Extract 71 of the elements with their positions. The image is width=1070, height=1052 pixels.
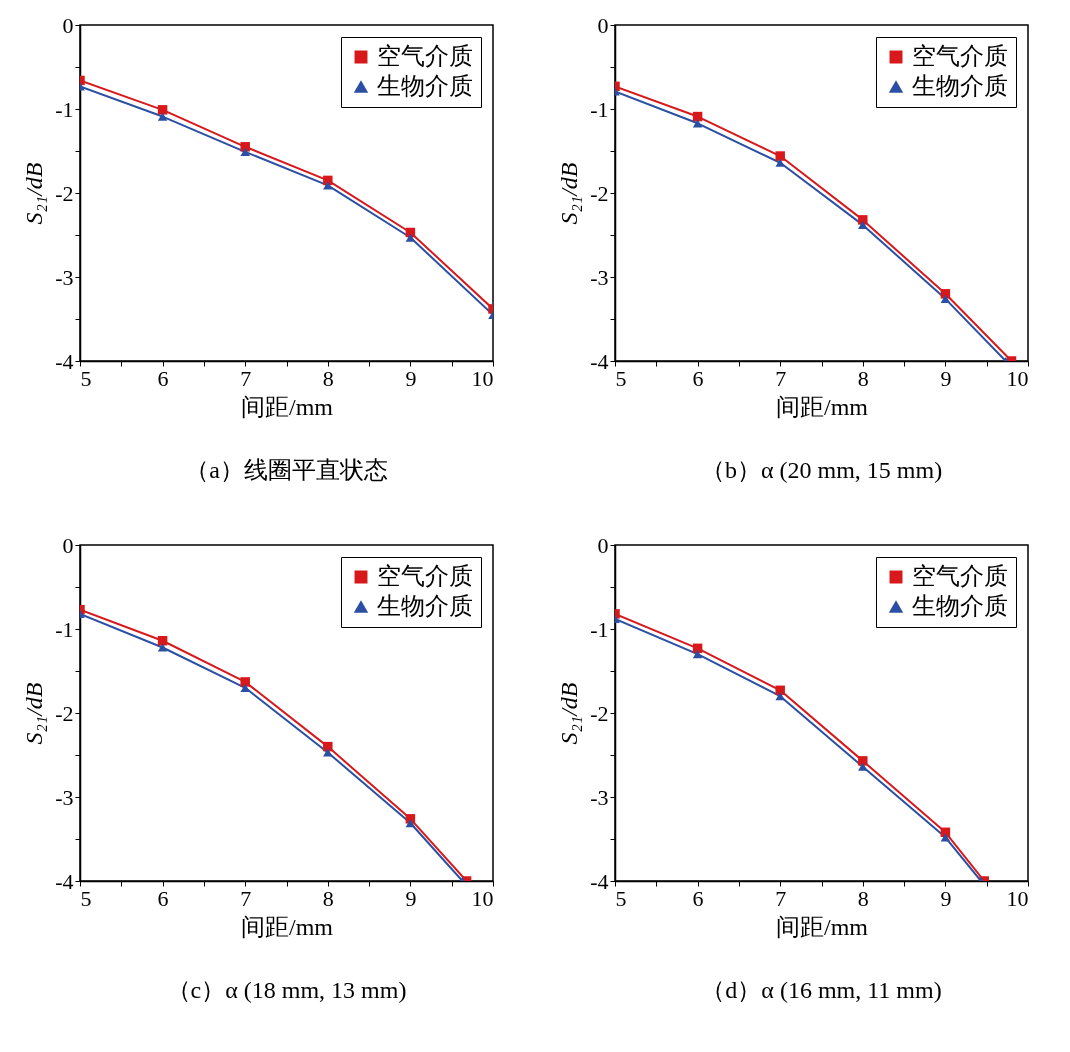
x-tick-label: 9 bbox=[940, 885, 952, 911]
x-axis-title: 间距/mm bbox=[240, 913, 334, 940]
y-axis-title: S₂₁/dB bbox=[556, 162, 583, 225]
x-tick-label: 7 bbox=[775, 365, 787, 391]
x-axis-title: 间距/mm bbox=[775, 393, 869, 420]
x-tick-label: 5 bbox=[80, 885, 92, 911]
x-tick-label: 10 bbox=[1006, 365, 1029, 391]
legend-label: 生物介质 bbox=[912, 593, 1008, 619]
y-tick-label: -1 bbox=[590, 96, 609, 122]
y-tick-label: -2 bbox=[590, 180, 609, 206]
text: （c）α (18 mm, 13 mm) bbox=[166, 977, 407, 1003]
x-tick-label: 6 bbox=[157, 885, 169, 911]
y-tick-label: -4 bbox=[590, 868, 609, 894]
x-tick-label: 8 bbox=[857, 365, 869, 391]
x-tick-label: 7 bbox=[775, 885, 787, 911]
y-tick-label: -3 bbox=[590, 784, 609, 810]
y-axis-title: S₂₁/dB bbox=[21, 682, 48, 745]
legend-label: 空气介质 bbox=[377, 43, 473, 69]
x-tick-label: 9 bbox=[940, 365, 952, 391]
text: （a）线圈平直状态 bbox=[185, 457, 388, 483]
legend-label: 空气介质 bbox=[912, 563, 1008, 589]
x-tick-label: 8 bbox=[857, 885, 869, 911]
x-tick-label: 7 bbox=[240, 885, 252, 911]
y-tick-label: -4 bbox=[590, 348, 609, 374]
x-tick-label: 6 bbox=[157, 365, 169, 391]
text: （b）α (20 mm, 15 mm) bbox=[700, 457, 943, 483]
legend-label: 生物介质 bbox=[377, 593, 473, 619]
legend-label: 生物介质 bbox=[912, 73, 1008, 99]
y-axis-title: S₂₁/dB bbox=[21, 162, 48, 225]
y-tick-label: -3 bbox=[590, 264, 609, 290]
y-tick-label: 0 bbox=[597, 532, 609, 558]
y-tick-label: 0 bbox=[62, 12, 74, 38]
point bbox=[323, 181, 333, 190]
x-tick-label: 7 bbox=[240, 365, 252, 391]
x-tick-label: 10 bbox=[471, 365, 494, 391]
legend-label: 空气介质 bbox=[377, 563, 473, 589]
y-tick-label: 0 bbox=[597, 12, 609, 38]
text: （d）α (16 mm, 11 mm) bbox=[701, 977, 942, 1003]
x-tick-label: 5 bbox=[80, 365, 92, 391]
x-tick-label: 9 bbox=[405, 365, 417, 391]
y-tick-label: -1 bbox=[55, 96, 74, 122]
x-tick-label: 10 bbox=[471, 885, 494, 911]
y-tick-label: -2 bbox=[55, 180, 74, 206]
x-tick-label: 8 bbox=[322, 885, 334, 911]
y-axis-title: S₂₁/dB bbox=[556, 682, 583, 745]
y-tick-label: -2 bbox=[590, 700, 609, 726]
x-axis-title: 间距/mm bbox=[775, 913, 869, 940]
x-tick-label: 9 bbox=[405, 885, 417, 911]
y-tick-label: -1 bbox=[55, 616, 74, 642]
y-tick-label: -3 bbox=[55, 784, 74, 810]
y-tick-label: -3 bbox=[55, 264, 74, 290]
y-tick-label: 0 bbox=[62, 532, 74, 558]
y-tick-label: -1 bbox=[590, 616, 609, 642]
y-tick-label: -4 bbox=[55, 868, 74, 894]
point bbox=[157, 105, 168, 115]
x-axis-title: 间距/mm bbox=[240, 393, 334, 420]
x-tick-label: 6 bbox=[692, 885, 704, 911]
x-tick-label: 6 bbox=[692, 365, 704, 391]
y-tick-label: -4 bbox=[55, 348, 74, 374]
x-tick-label: 5 bbox=[615, 885, 627, 911]
point bbox=[240, 147, 250, 156]
y-tick-label: -2 bbox=[55, 700, 74, 726]
legend-label: 空气介质 bbox=[912, 43, 1008, 69]
x-tick-label: 10 bbox=[1006, 885, 1029, 911]
point bbox=[405, 233, 416, 242]
legend-label: 生物介质 bbox=[377, 73, 473, 99]
x-tick-label: 8 bbox=[322, 365, 334, 391]
point bbox=[240, 142, 250, 152]
point bbox=[323, 175, 333, 186]
point bbox=[157, 112, 168, 121]
x-tick-label: 5 bbox=[615, 365, 627, 391]
